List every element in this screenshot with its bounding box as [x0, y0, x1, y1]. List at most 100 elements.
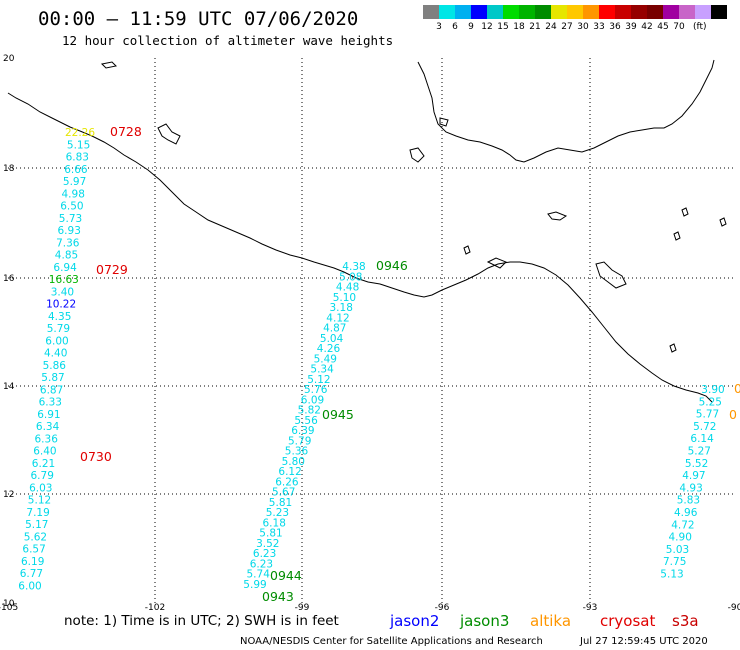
- colorbar-label: 3: [436, 22, 442, 32]
- swh-value: 5.56: [294, 415, 318, 427]
- swh-value: 4.48: [336, 282, 359, 294]
- island-7: [100, 61, 118, 69]
- colorbar-swatch: [631, 5, 647, 19]
- swh-value: 5.73: [59, 213, 82, 225]
- swh-value: 6.34: [36, 421, 60, 433]
- swh-value: 4.72: [671, 519, 694, 531]
- island-6: [439, 117, 449, 127]
- colorbar-legend: 3 6 9 12 15 18 21 24 27 30 33 36 39 42 45 70 (ft): [423, 5, 727, 32]
- swh-value: 5.25: [699, 396, 722, 408]
- swh-value: 6.33: [39, 397, 62, 409]
- pass-time-label: 0: [734, 381, 740, 396]
- swh-value: 4.40: [44, 348, 67, 360]
- mexico-pacific-coastline: [7, 92, 713, 403]
- colorbar-swatch: [535, 5, 551, 19]
- swh-value: 6.26: [275, 476, 299, 488]
- swh-value: 5.80: [282, 456, 305, 468]
- swh-value: 6.03: [29, 482, 52, 494]
- colorbar-swatch: [567, 5, 583, 19]
- swh-value: 5.87: [41, 372, 64, 384]
- altimeter-tracks: 22.265.156.836.665.974.986.505.736.937.3…: [18, 124, 740, 604]
- swh-value: 6.12: [278, 466, 301, 478]
- colorbar-label: 45: [657, 22, 668, 32]
- swh-value: 3.18: [330, 302, 353, 314]
- lat-lon-grid: [8, 58, 735, 603]
- swh-value: 5.83: [677, 495, 700, 507]
- swh-value: 5.76: [304, 384, 328, 396]
- swh-value: 5.79: [47, 323, 70, 335]
- lon-tick-label: -96: [435, 603, 450, 613]
- satellite-legend: jason2 jason3 altika cryosat s3a: [389, 612, 699, 630]
- colorbar-label: 36: [609, 22, 621, 32]
- swh-value: 6.93: [58, 225, 81, 237]
- lon-tick-label: -90: [728, 603, 740, 613]
- map-title: 00:00 – 11:59 UTC 07/06/2020: [38, 8, 358, 30]
- swh-value: 6.91: [37, 409, 60, 421]
- colorbar-label: 18: [513, 22, 525, 32]
- credit-left: NOAA/NESDIS Center for Satellite Applica…: [240, 636, 543, 647]
- island-4: [486, 257, 507, 269]
- swh-value: 4.93: [679, 482, 702, 494]
- colorbar-swatch: [663, 5, 679, 19]
- lat-tick-label: 10: [3, 599, 15, 609]
- lat-tick-label: 16: [3, 274, 15, 284]
- swh-value: 6.00: [18, 580, 41, 592]
- swh-value: 5.10: [333, 292, 356, 304]
- pass-time-label: 0730: [80, 449, 112, 464]
- colorbar-swatch: [647, 5, 663, 19]
- colorbar-label: 39: [625, 22, 637, 32]
- swh-value: 6.39: [291, 425, 314, 437]
- legend-jason2: jason2: [389, 612, 439, 630]
- lon-tick-label: -99: [295, 603, 310, 613]
- swh-value: 5.12: [307, 374, 330, 386]
- swh-value: 5.17: [25, 519, 48, 531]
- pass-time-label: 0943: [262, 589, 294, 604]
- swh-value: 5.77: [696, 409, 719, 421]
- lon-tick-label: -105: [0, 603, 18, 613]
- colorbar-label: 12: [481, 22, 492, 32]
- colorbar-swatch: [583, 5, 599, 19]
- colorbar-swatch: [679, 5, 695, 19]
- swh-value: 22.26: [65, 127, 95, 139]
- swh-value: 5.03: [666, 544, 689, 556]
- credit-right: Jul 27 12:59:45 UTC 2020: [579, 636, 708, 647]
- colorbar-swatch: [615, 5, 631, 19]
- swh-value: 4.98: [62, 188, 85, 200]
- swh-value: 6.09: [301, 394, 324, 406]
- pass-time-label: 0: [729, 407, 737, 422]
- island-12: [669, 343, 677, 353]
- swh-value: 6.19: [21, 556, 44, 568]
- lon-tick-label: -102: [145, 603, 165, 613]
- colorbar-swatch: [599, 5, 615, 19]
- swh-value: 4.90: [669, 532, 692, 544]
- swh-value: 6.14: [690, 433, 714, 445]
- swh-value: 5.36: [285, 446, 309, 458]
- swh-value: 5.62: [24, 531, 47, 543]
- lon-tick-label: -93: [583, 603, 598, 613]
- colorbar-label: 27: [561, 22, 572, 32]
- swh-value: 5.27: [688, 446, 711, 458]
- swh-value: 16.63: [49, 274, 79, 286]
- swh-value: 6.57: [22, 544, 45, 556]
- island-8: [463, 245, 471, 255]
- colorbar-swatch: [551, 5, 567, 19]
- colorbar-unit: (ft): [693, 22, 707, 32]
- footnote: note: 1) Time is in UTC; 2) SWH is in fe…: [64, 613, 339, 629]
- colorbar-label: 33: [593, 22, 604, 32]
- swh-value: 5.52: [685, 458, 708, 470]
- colorbar-label: 24: [545, 22, 557, 32]
- lat-tick-label: 20: [3, 54, 15, 64]
- island-5: [595, 261, 627, 289]
- island-11: [673, 231, 681, 241]
- swh-value: 5.86: [43, 360, 67, 372]
- swh-value: 10.22: [46, 299, 76, 311]
- swh-value: 3.52: [256, 538, 279, 550]
- swh-value: 5.13: [660, 569, 683, 581]
- swh-value: 6.79: [31, 470, 54, 482]
- island-10: [719, 217, 727, 227]
- legend-jason3: jason3: [459, 612, 509, 630]
- pass-time-label: 0728: [110, 124, 142, 139]
- swh-value: 5.81: [259, 528, 282, 540]
- swh-value: 6.36: [35, 433, 59, 445]
